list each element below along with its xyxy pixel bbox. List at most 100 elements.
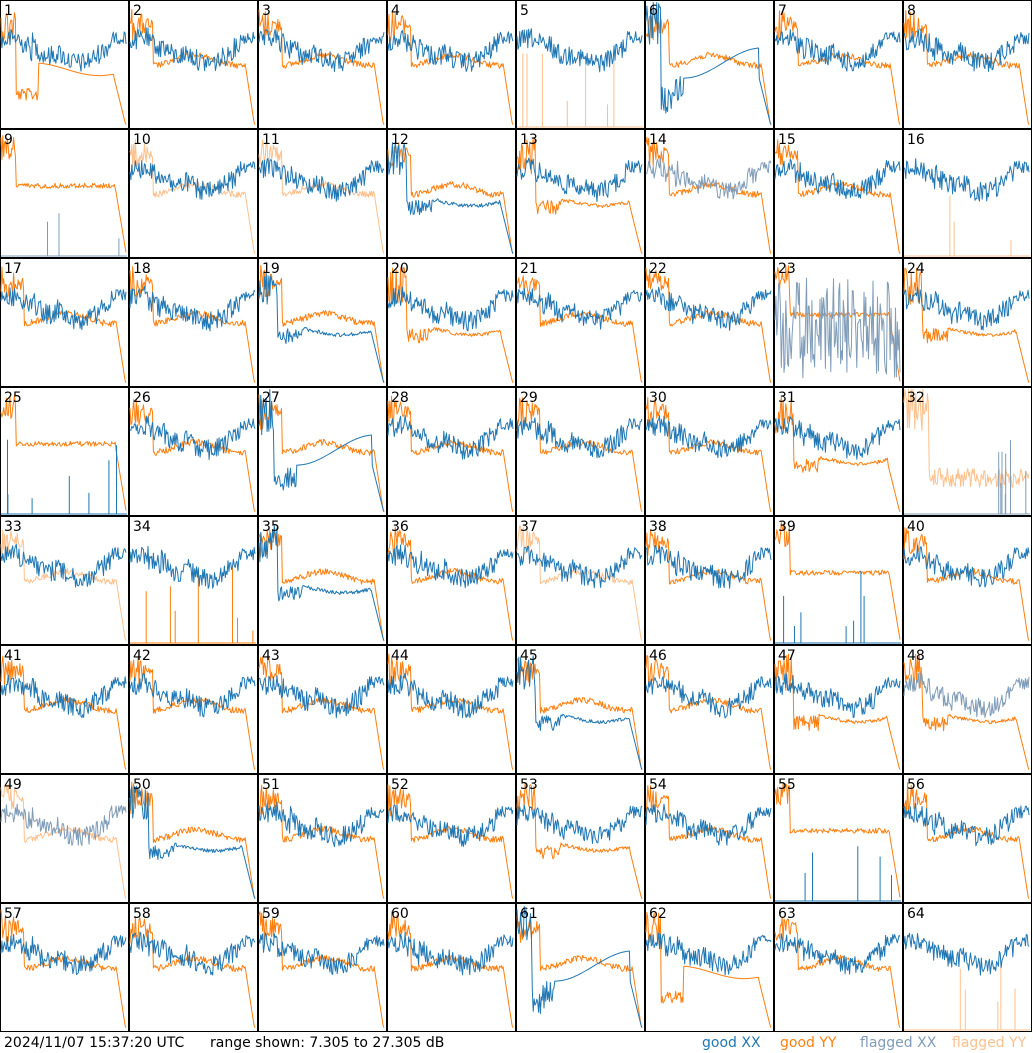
antenna-panel: 9 — [0, 129, 129, 258]
antenna-panel: 26 — [129, 387, 258, 516]
panel-label: 17 — [4, 261, 22, 277]
xx-series-line — [0, 933, 127, 975]
panel-label: 57 — [4, 906, 22, 922]
legend-flagged-xx: flagged XX — [860, 1035, 936, 1051]
yy-series-line — [129, 398, 256, 512]
yy-series-line — [904, 960, 1030, 1031]
panel-label: 20 — [391, 261, 409, 277]
legend-label: good — [780, 1035, 815, 1051]
yy-series-line — [258, 394, 385, 512]
panel-label: 15 — [778, 132, 796, 148]
antenna-panel: 57 — [0, 903, 129, 1032]
xx-series-line — [645, 157, 772, 200]
panel-label: 48 — [907, 648, 925, 664]
panel-label: 37 — [520, 519, 538, 535]
panel-label: 8 — [907, 3, 916, 19]
yy-series-line — [258, 265, 385, 383]
yy-series-line — [516, 782, 643, 899]
yy-series-line — [645, 397, 772, 512]
xx-series-line — [645, 932, 772, 976]
yy-series-line — [903, 389, 1030, 488]
panel-label: 9 — [4, 132, 13, 148]
antenna-panel: 4 — [387, 0, 516, 129]
panel-label: 38 — [649, 519, 667, 535]
panel-label: 25 — [4, 390, 22, 406]
yy-series-line — [0, 266, 127, 383]
xx-series-line — [645, 545, 772, 589]
xx-series-line — [774, 673, 901, 719]
yy-series-line — [774, 396, 901, 512]
panel-label: 2 — [133, 3, 142, 19]
panel-frame — [516, 0, 645, 129]
antenna-panel: 31 — [774, 387, 903, 516]
panel-frame — [0, 387, 129, 516]
panel-label: 44 — [391, 648, 409, 664]
antenna-panel: 12 — [387, 129, 516, 258]
panel-label: 49 — [4, 777, 22, 793]
panel-label: 53 — [520, 777, 538, 793]
yy-series-line — [0, 12, 127, 125]
legend-label: flagged — [860, 1035, 913, 1051]
panel-label: 14 — [649, 132, 667, 148]
antenna-panel: 63 — [774, 903, 903, 1032]
antenna-panel: 61 — [516, 903, 645, 1032]
panel-label: 60 — [391, 906, 409, 922]
xx-series-line — [258, 525, 385, 641]
antenna-panel: 54 — [645, 774, 774, 903]
panel-label: 21 — [520, 261, 538, 277]
xx-series-line — [387, 672, 514, 719]
xx-series-line — [0, 287, 127, 330]
panel-label: 64 — [907, 906, 925, 922]
timestamp: 2024/11/07 15:37:20 UTC — [4, 1035, 185, 1051]
panel-label: 3 — [262, 3, 271, 19]
yy-series-line — [516, 137, 643, 254]
antenna-panel: 24 — [903, 258, 1032, 387]
yy-series-line — [516, 397, 643, 512]
xx-series-line — [129, 415, 256, 460]
panel-label: 11 — [262, 132, 280, 148]
yy-series-line — [516, 525, 643, 641]
xx-series-line — [129, 545, 256, 589]
xx-series-line — [387, 286, 514, 332]
antenna-panel: 36 — [387, 516, 516, 645]
legend-pol: YY — [819, 1035, 837, 1051]
xx-series-line — [516, 545, 643, 589]
xx-series-line — [258, 801, 385, 848]
antenna-panel: 55 — [774, 774, 903, 903]
panel-label: 42 — [133, 648, 151, 664]
xx-series-line — [387, 414, 514, 460]
panel-label: 6 — [649, 3, 658, 19]
panel-frame — [645, 645, 774, 774]
xx-series-line — [516, 416, 643, 459]
panel-label: 41 — [4, 648, 22, 664]
xx-series-line — [903, 158, 1030, 202]
xx-series-line — [387, 804, 514, 847]
xx-series-line — [258, 158, 385, 202]
xx-series-line — [258, 932, 385, 975]
antenna-panel: 30 — [645, 387, 774, 516]
antenna-panel: 62 — [645, 903, 774, 1032]
antenna-panel: 10 — [129, 129, 258, 258]
yy-series-line — [129, 781, 256, 899]
panel-frame — [903, 903, 1032, 1032]
panel-frame — [774, 516, 903, 645]
panel-frame — [0, 129, 129, 258]
panel-label: 59 — [262, 906, 280, 922]
antenna-panel: 19 — [258, 258, 387, 387]
panel-frame — [903, 129, 1032, 258]
panel-label: 30 — [649, 390, 667, 406]
antenna-panel: 28 — [387, 387, 516, 516]
antenna-panel: 17 — [0, 258, 129, 387]
xx-series-line — [129, 27, 256, 72]
antenna-panel: 39 — [774, 516, 903, 645]
legend-pol: XX — [741, 1035, 761, 1051]
yy-series-line — [0, 394, 127, 511]
panel-label: 29 — [520, 390, 538, 406]
antenna-panel: 20 — [387, 258, 516, 387]
panel-frame — [516, 903, 645, 1032]
antenna-panel: 52 — [387, 774, 516, 903]
panel-label: 62 — [649, 906, 667, 922]
panel-label: 55 — [778, 777, 796, 793]
antenna-panel: 34 — [129, 516, 258, 645]
panel-label: 19 — [262, 261, 280, 277]
